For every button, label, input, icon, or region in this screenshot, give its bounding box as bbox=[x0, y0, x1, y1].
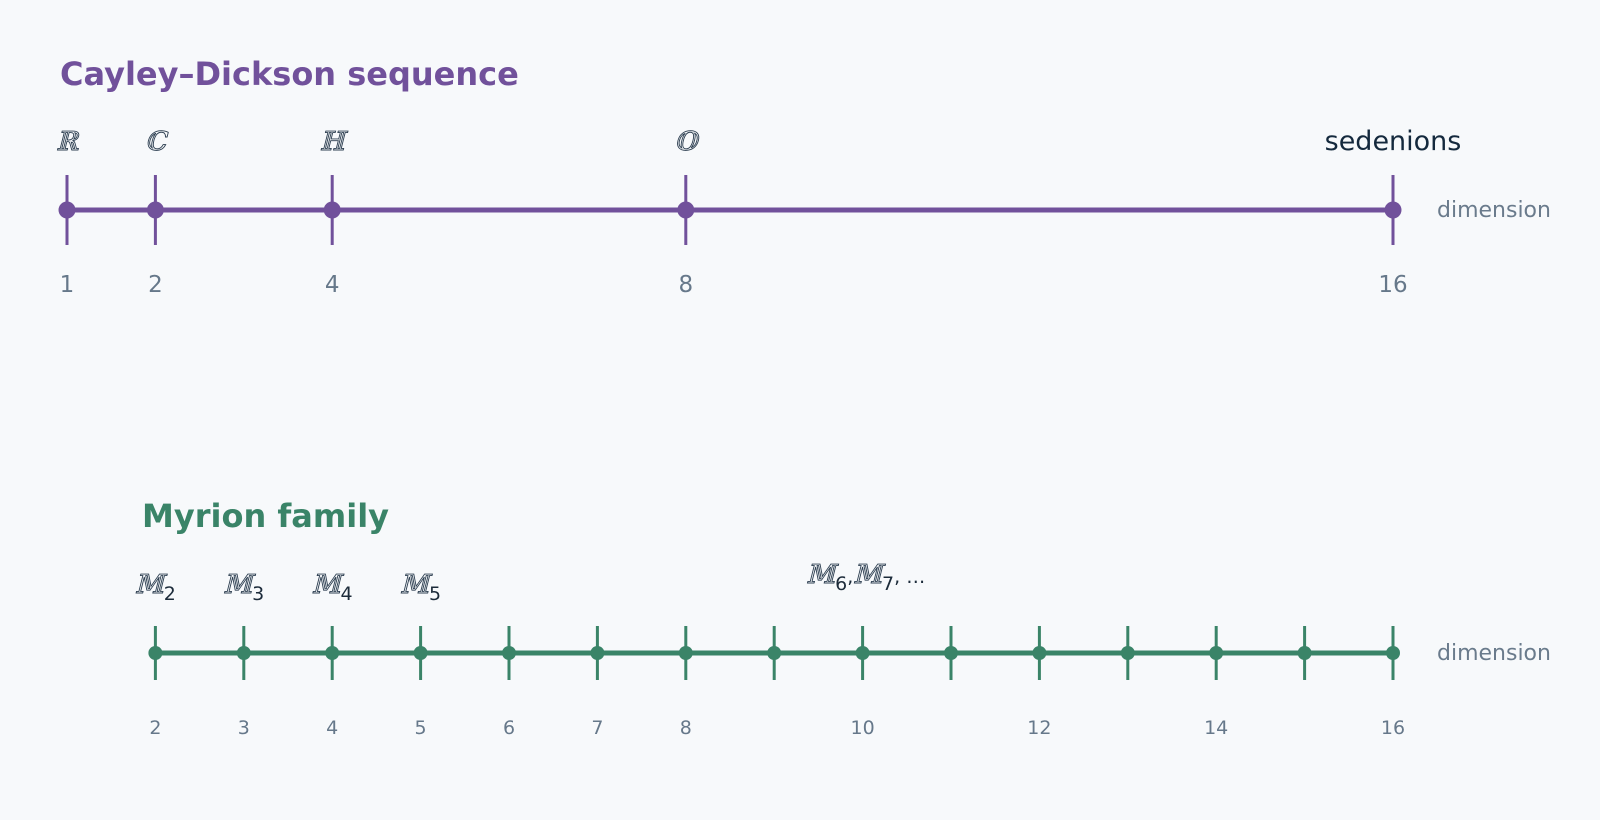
myrion-tick-label-12: 12 bbox=[1027, 717, 1051, 739]
myrion-point-12 bbox=[1032, 646, 1047, 660]
cayley-point-1 bbox=[58, 201, 76, 219]
myrion-tick-label-6: 6 bbox=[503, 717, 515, 739]
myrion-point-15 bbox=[1297, 646, 1312, 660]
cayley-symbol-1: ℝ bbox=[56, 127, 79, 157]
cayley-axis-label: dimension bbox=[1437, 198, 1551, 223]
myrion-axis-label: dimension bbox=[1437, 641, 1551, 666]
cayley-tick-label-1: 1 bbox=[60, 272, 75, 298]
cayley-point-4 bbox=[323, 201, 341, 219]
myrion-tick-label-7: 7 bbox=[591, 717, 603, 739]
myrion-point-4 bbox=[325, 646, 340, 660]
cayley-dickson-panel: Cayley–Dickson sequence 1 ℝ 2 ℂ 4 ℍ 8 𝕆 16 sedeni… bbox=[56, 55, 1551, 298]
cayley-point-16 bbox=[1384, 201, 1402, 219]
cayley-symbol-8: 𝕆 bbox=[674, 127, 700, 157]
myrion-point-3 bbox=[236, 646, 251, 660]
myrion-tick-label-4: 4 bbox=[326, 717, 338, 739]
myrion-point-6 bbox=[502, 646, 516, 660]
cayley-point-8 bbox=[677, 201, 695, 219]
myrion-tick-label-14: 14 bbox=[1204, 717, 1228, 739]
myrion-point-13 bbox=[1120, 646, 1135, 660]
myrion-continuation-label: 𝕄6,𝕄7, … bbox=[806, 560, 925, 595]
myrion-point-7 bbox=[590, 646, 605, 660]
myrion-marks: 2 3 4 5 6 7 8 10 12 14 16 𝕄2 𝕄3 𝕄4 𝕄5 𝕄6,𝕄7, … bbox=[135, 560, 1406, 739]
myrion-family-panel: Myrion family 2 3 4 5 6 7 8 10 12 14 16 𝕄2 𝕄3 𝕄4 𝕄5 𝕄6,… bbox=[135, 497, 1551, 739]
myrion-point-5 bbox=[413, 646, 428, 660]
myrion-point-10 bbox=[855, 646, 870, 660]
myrion-point-9 bbox=[767, 646, 782, 660]
cayley-point-2 bbox=[146, 201, 164, 219]
myrion-tick-label-16: 16 bbox=[1381, 717, 1405, 739]
myrion-symbol-4: 𝕄4 bbox=[312, 570, 353, 605]
myrion-tick-label-8: 8 bbox=[680, 717, 692, 739]
myrion-tick-label-3: 3 bbox=[238, 717, 250, 739]
myrion-point-14 bbox=[1209, 646, 1224, 660]
myrion-symbol-2: 𝕄2 bbox=[135, 570, 176, 605]
myrion-tick-label-5: 5 bbox=[415, 717, 427, 739]
myrion-family-title: Myrion family bbox=[142, 497, 389, 535]
cayley-tick-label-4: 4 bbox=[325, 272, 340, 298]
cayley-symbol-4: ℍ bbox=[320, 127, 349, 157]
cayley-tick-label-2: 2 bbox=[148, 272, 163, 298]
myrion-point-16 bbox=[1386, 646, 1400, 660]
cayley-symbol-2: ℂ bbox=[145, 127, 169, 157]
myrion-point-8 bbox=[678, 646, 693, 660]
myrion-tick-label-10: 10 bbox=[851, 717, 875, 739]
cayley-marks: 1 ℝ 2 ℂ 4 ℍ 8 𝕆 16 sedenions bbox=[56, 126, 1462, 298]
myrion-symbol-3: 𝕄3 bbox=[223, 570, 264, 605]
cayley-dickson-title: Cayley–Dickson sequence bbox=[60, 55, 519, 93]
myrion-point-11 bbox=[944, 646, 958, 660]
cayley-tick-label-8: 8 bbox=[678, 272, 693, 298]
myrion-tick-label-2: 2 bbox=[149, 717, 161, 739]
cayley-label-sedenions: sedenions bbox=[1325, 126, 1462, 157]
cayley-tick-label-16: 16 bbox=[1378, 272, 1407, 298]
myrion-point-2 bbox=[148, 646, 163, 660]
myrion-symbol-5: 𝕄5 bbox=[400, 570, 441, 605]
